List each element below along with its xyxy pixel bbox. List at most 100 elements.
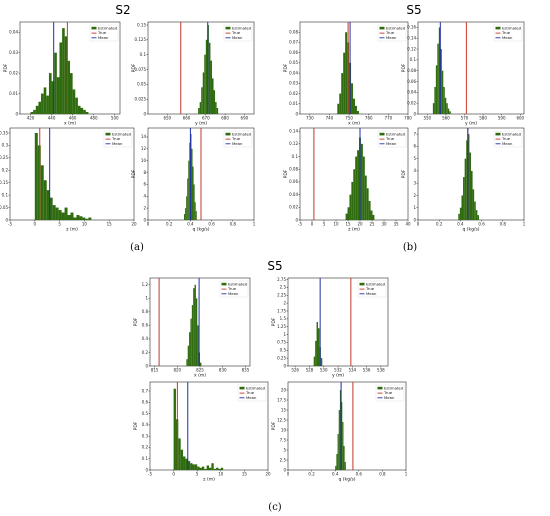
y-tick-label: 4 [413, 168, 416, 173]
x-tick-label: 0 [287, 472, 290, 477]
x-tick-label: 680 [221, 116, 229, 121]
x-tick-label: 20 [131, 222, 137, 227]
x-tick-label: 815 [151, 368, 159, 373]
legend-label: Mean [232, 35, 243, 40]
chart-panel-b-y: 550 560 570 580 590 600 0 0.02 0.04 0.06 0.08 0.1 0.… [401, 21, 525, 127]
y-tick-label: 0.01 [289, 101, 298, 106]
histogram-bar [194, 284, 196, 366]
legend-box [357, 280, 387, 298]
group-title-c: S5 [267, 259, 282, 273]
histogram-bar [360, 143, 363, 220]
histogram-bar [336, 454, 338, 470]
histogram-bar [67, 215, 71, 220]
y-tick-label: 1.75 [277, 308, 286, 313]
x-tick-label: 600 [516, 116, 524, 121]
histogram-bar [364, 175, 367, 220]
histogram-bar [443, 86, 445, 114]
histogram-bar [64, 207, 68, 220]
y-tick-label: 0.35 [0, 130, 8, 135]
y-tick-label: 4 [143, 194, 146, 199]
y-tick-label: 14 [141, 134, 147, 139]
y-tick-label: 0 [295, 111, 298, 116]
x-axis-label: x (m) [348, 121, 360, 127]
histogram-bar [59, 42, 63, 114]
y-tick-label: 0.2 [142, 445, 149, 450]
x-axis-label: x (m) [194, 373, 206, 379]
histogram-bar [459, 207, 462, 220]
chart-panel-b-x: 730 740 750 760 770 780 0 0.01 0.02 0.03 0.04 0.05 0… [283, 21, 412, 127]
histogram-bar [343, 52, 346, 114]
histogram-bar [76, 215, 80, 220]
histogram-bar [337, 434, 339, 470]
y-tick-label: 0.5 [142, 411, 149, 416]
y-tick-label: 0.14 [407, 36, 416, 41]
chart-panel-c-y: 526 528 530 532 534 536 538 0 0.25 0.5 0.75 1 1.25 1.… [271, 277, 389, 379]
y-axis-label: PDF [271, 421, 277, 430]
histogram-bar [211, 463, 214, 470]
histogram-bar [52, 205, 56, 220]
y-tick-label: 0.12 [407, 46, 416, 51]
histogram-bar [193, 288, 195, 366]
legend-label: True [501, 30, 511, 35]
histogram-bar [75, 97, 78, 114]
x-axis-label: x (m) [64, 121, 76, 127]
y-tick-label: 0.06 [407, 79, 416, 84]
group-title-b: S5 [406, 3, 421, 17]
legend-label: Mean [232, 141, 243, 146]
y-axis-label: PDF [131, 169, 137, 178]
y-tick-label: 0.08 [289, 167, 298, 172]
legend-label: Mean [386, 35, 397, 40]
histogram-bar [46, 190, 50, 220]
legend-label: True [365, 286, 375, 291]
x-tick-label: 760 [365, 116, 373, 121]
x-axis-label: z (m) [203, 477, 215, 483]
histogram-bar [215, 102, 217, 114]
y-tick-label: 0.1 [142, 456, 149, 461]
histogram-bar [446, 103, 448, 114]
y-tick-label: 0 [283, 363, 286, 368]
histogram-bar [458, 213, 460, 220]
y-tick-label: 0.04 [289, 70, 298, 75]
y-tick-label: 0.125 [135, 37, 147, 42]
y-tick-label: 0.075 [135, 67, 147, 72]
y-tick-label: 12.5 [277, 417, 286, 422]
y-tick-label: 15 [281, 407, 287, 412]
y-tick-label: 2 [283, 300, 286, 305]
histogram-bar [35, 105, 39, 114]
legend-label: True [501, 136, 511, 141]
y-tick-label: 3 [413, 181, 416, 186]
x-tick-label: 780 [404, 116, 412, 121]
y-tick-label: 0.5 [280, 348, 287, 353]
y-tick-label: 0.05 [137, 82, 146, 87]
y-tick-label: 0 [5, 217, 8, 222]
x-tick-label: 20 [265, 472, 271, 477]
histogram-bar [189, 332, 191, 366]
histogram-bar [341, 73, 344, 114]
x-tick-label: 825 [196, 368, 204, 373]
x-tick-label: -5 [8, 222, 12, 227]
y-tick-label: 0.04 [289, 192, 298, 197]
histogram-bar [204, 468, 207, 470]
histogram-bar [73, 217, 77, 220]
histogram-bar [344, 462, 346, 470]
histogram-bar [362, 156, 365, 220]
legend-estimated-swatch [379, 26, 385, 30]
y-tick-label: 0.25 [277, 355, 286, 360]
legend-label: Estimated [112, 131, 132, 136]
y-tick-label: 0.02 [289, 205, 298, 210]
histogram-bar [40, 165, 44, 220]
histogram-bar [191, 305, 194, 366]
y-tick-label: 1.2 [142, 282, 149, 287]
y-tick-label: 5 [283, 447, 286, 452]
x-axis-label: z (m) [66, 227, 78, 233]
histogram-bar [368, 200, 371, 220]
histogram-bar [33, 109, 36, 114]
histogram-bar [183, 456, 186, 470]
x-tick-label: 1 [405, 472, 408, 477]
x-axis-label: z (m) [348, 227, 360, 233]
histogram-bar [206, 465, 209, 470]
y-tick-label: 0.025 [135, 96, 147, 101]
